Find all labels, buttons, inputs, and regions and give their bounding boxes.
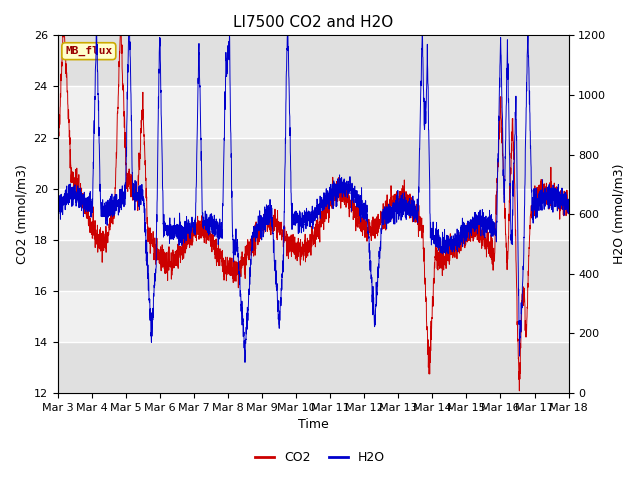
Text: MB_flux: MB_flux bbox=[65, 46, 113, 56]
Bar bbox=[58, 342, 568, 393]
Bar bbox=[58, 36, 568, 86]
Title: LI7500 CO2 and H2O: LI7500 CO2 and H2O bbox=[233, 15, 393, 30]
Legend: CO2, H2O: CO2, H2O bbox=[250, 446, 390, 469]
Y-axis label: H2O (mmol/m3): H2O (mmol/m3) bbox=[612, 164, 625, 264]
Bar bbox=[58, 240, 568, 291]
Bar bbox=[58, 138, 568, 189]
Y-axis label: CO2 (mmol/m3): CO2 (mmol/m3) bbox=[15, 164, 28, 264]
X-axis label: Time: Time bbox=[298, 419, 328, 432]
